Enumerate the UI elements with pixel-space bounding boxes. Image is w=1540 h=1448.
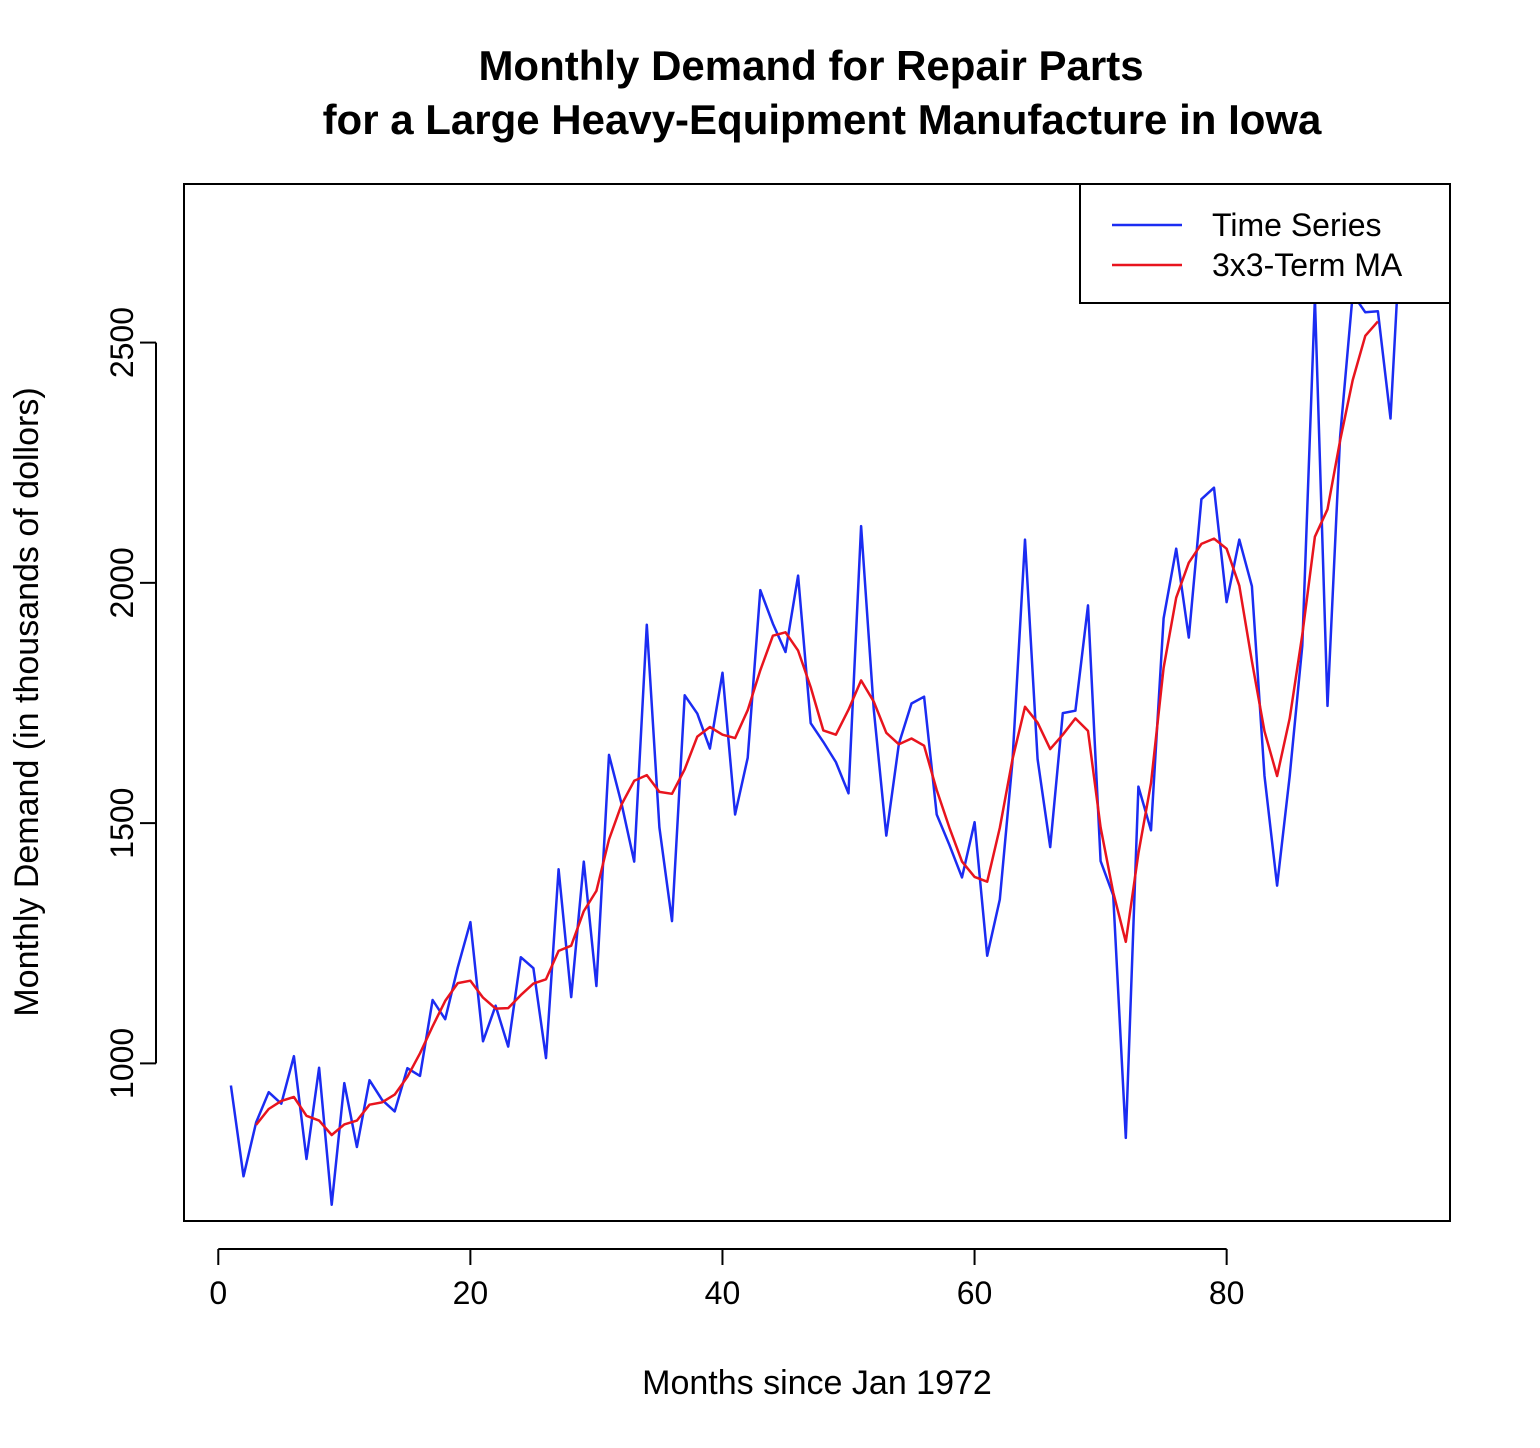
- y-tick-label: 2000: [104, 547, 140, 618]
- x-axis: 0 20 40 60 80: [209, 1248, 1245, 1311]
- legend: Time Series 3x3-Term MA: [1079, 183, 1451, 304]
- legend-box: [1079, 183, 1451, 304]
- series-line-time-series: [229, 185, 1405, 1206]
- series-line-3x3-term-ma: [255, 320, 1379, 1137]
- x-tick-label: 80: [1209, 1275, 1245, 1311]
- y-tick-label: 1500: [104, 788, 140, 859]
- x-tick-label: 40: [705, 1275, 741, 1311]
- x-tick-label: 60: [957, 1275, 993, 1311]
- plot-area-frame: [183, 183, 1451, 1222]
- x-tick-label: 0: [209, 1275, 227, 1311]
- chart-title: Monthly Demand for Repair Parts: [478, 42, 1143, 89]
- y-tick-label: 2500: [104, 307, 140, 378]
- y-axis-label: Monthly Demand (in thousands of dollors): [8, 387, 46, 1016]
- y-tick-label: 1000: [104, 1028, 140, 1099]
- chart-subtitle: for a Large Heavy-Equipment Manufacture …: [323, 96, 1322, 143]
- y-axis: 1000 1500 2000 2500: [104, 307, 157, 1099]
- x-axis-label: Months since Jan 1972: [642, 1364, 992, 1402]
- legend-label-time-series: Time Series: [1212, 207, 1382, 243]
- legend-label-ma: 3x3-Term MA: [1212, 247, 1403, 283]
- series-layer: [229, 185, 1405, 1206]
- x-tick-label: 20: [453, 1275, 489, 1311]
